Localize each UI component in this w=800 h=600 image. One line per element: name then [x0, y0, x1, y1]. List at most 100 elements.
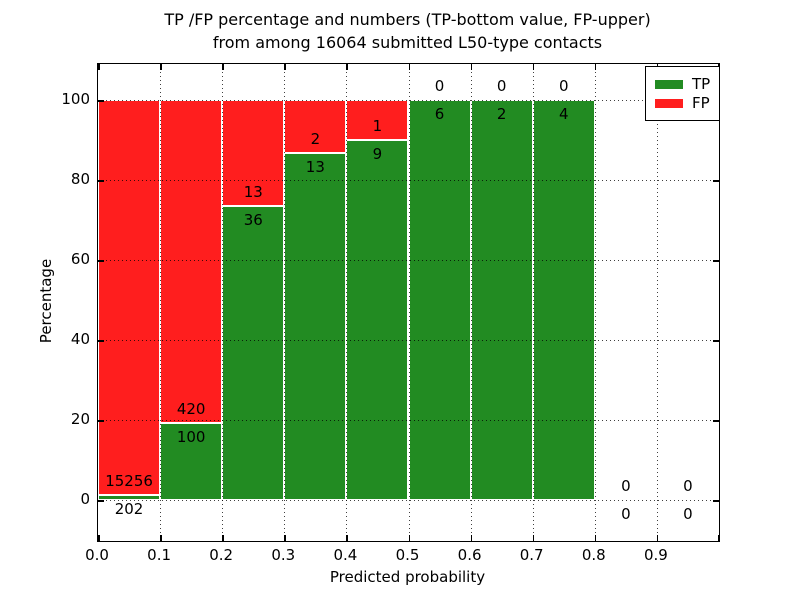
chart-title: TP /FP percentage and numbers (TP-bottom…	[97, 8, 718, 54]
y-tick-mark	[713, 180, 719, 182]
gridline-vertical	[284, 64, 286, 541]
gridline-horizontal	[98, 500, 719, 501]
x-tick-label: 0.9	[643, 546, 668, 564]
legend-label: FP	[692, 94, 710, 112]
bar-label-tp: 9	[372, 145, 383, 163]
x-tick-mark	[98, 64, 100, 70]
bar-label-tp: 0	[683, 505, 693, 523]
bar-label-fp: 1	[372, 117, 383, 135]
x-tick-mark	[346, 64, 348, 70]
bar-segment-tp	[532, 100, 595, 500]
x-tick-mark	[408, 535, 410, 541]
x-tick-mark	[717, 535, 719, 541]
y-tick-mark	[713, 500, 719, 502]
bar-label-fp: 15256	[105, 471, 153, 490]
fp-swatch-icon	[655, 98, 683, 108]
bar-segment-tp	[222, 206, 285, 500]
bar-label-tp: 13	[305, 158, 325, 177]
gridline-vertical	[656, 64, 658, 541]
bar-segment-tp	[160, 423, 223, 500]
chart-title-line1: TP /FP percentage and numbers (TP-bottom…	[164, 10, 651, 29]
y-tick-label: 60	[70, 250, 90, 268]
bar-segment-tp	[470, 100, 533, 500]
bar-segment-tp	[98, 494, 161, 500]
y-tick-label: 0	[80, 490, 90, 508]
x-tick-mark	[408, 64, 410, 70]
y-tick-mark	[98, 340, 104, 342]
x-tick-mark	[594, 64, 597, 70]
x-tick-mark	[160, 535, 162, 541]
x-tick-mark	[222, 64, 224, 70]
bar-label-fp: 0	[558, 77, 569, 95]
x-tick-mark	[284, 535, 286, 541]
y-tick-mark	[713, 340, 719, 342]
y-tick-mark	[98, 100, 104, 102]
x-tick-label: 0.1	[147, 546, 172, 564]
bar-label-fp: 0	[683, 477, 693, 495]
tp-swatch-icon	[655, 79, 683, 89]
gridline-horizontal	[98, 180, 719, 181]
x-tick-mark	[532, 535, 535, 541]
bar-label-tp: 6	[434, 105, 445, 123]
gridline-horizontal	[98, 420, 719, 421]
x-tick-label: 0.8	[581, 546, 606, 564]
bar-label-tp: 202	[114, 499, 144, 518]
x-tick-mark	[470, 535, 473, 541]
bar-segment-tp	[284, 153, 347, 500]
x-tick-label: 0.4	[333, 546, 358, 564]
y-tick-mark	[98, 420, 104, 422]
bar-segment-tp	[408, 100, 471, 500]
legend: TP FP	[645, 66, 721, 121]
bar-label-tp: 100	[176, 428, 206, 447]
x-tick-mark	[594, 535, 597, 541]
bar-label-fp: 0	[496, 77, 507, 95]
bar-label-fp: 0	[621, 477, 631, 495]
y-tick-mark	[98, 260, 104, 262]
x-tick-label: 0.3	[271, 546, 296, 564]
x-tick-mark	[346, 535, 348, 541]
gridline-vertical	[532, 64, 534, 541]
y-tick-mark	[98, 500, 104, 502]
x-tick-mark	[222, 535, 224, 541]
gridline-vertical	[594, 64, 596, 541]
legend-label: TP	[692, 75, 711, 93]
gridline-horizontal	[98, 100, 719, 101]
y-tick-label: 40	[70, 330, 90, 348]
x-tick-label: 0.6	[457, 546, 482, 564]
bar-label-fp: 0	[434, 77, 445, 95]
x-tick-mark	[98, 535, 100, 541]
x-axis-label: Predicted probability	[329, 568, 486, 586]
y-tick-label: 100	[61, 90, 90, 108]
gridline-vertical	[222, 64, 224, 541]
gridline-horizontal	[98, 340, 719, 341]
gridline-vertical	[408, 64, 410, 541]
bar-label-fp: 420	[176, 400, 206, 419]
gridline-vertical	[470, 64, 472, 541]
bar-label-tp: 2	[496, 105, 507, 123]
y-tick-label: 20	[70, 410, 90, 428]
x-tick-label: 0.0	[85, 546, 109, 564]
y-tick-mark	[98, 180, 104, 182]
chart-title-line2: from among 16064 submitted L50-type cont…	[212, 33, 603, 52]
bar-label-tp: 0	[621, 505, 631, 523]
legend-item: FP	[655, 95, 710, 111]
bar-label-fp: 2	[310, 130, 321, 149]
bar-label-tp: 36	[243, 211, 263, 230]
legend-item: TP	[655, 76, 710, 92]
x-tick-mark	[284, 64, 286, 70]
x-tick-mark	[470, 64, 473, 70]
x-tick-label: 0.7	[519, 546, 544, 564]
y-tick-mark	[713, 260, 719, 262]
y-tick-label: 80	[70, 170, 90, 188]
bar-label-fp: 13	[243, 183, 263, 202]
y-tick-mark	[713, 420, 719, 422]
x-tick-label: 0.5	[395, 546, 420, 564]
bar-segment-fp	[346, 100, 409, 140]
bar-label-tp: 4	[558, 105, 569, 123]
bar-segment-tp	[346, 140, 409, 500]
x-tick-mark	[532, 64, 535, 70]
x-tick-mark	[656, 535, 659, 541]
x-tick-label: 0.2	[209, 546, 234, 564]
plot-area: 15256 202 420 100 13 36 2 13 1 9 0 6 0 2 0 4 0 0 0 0	[97, 63, 720, 542]
